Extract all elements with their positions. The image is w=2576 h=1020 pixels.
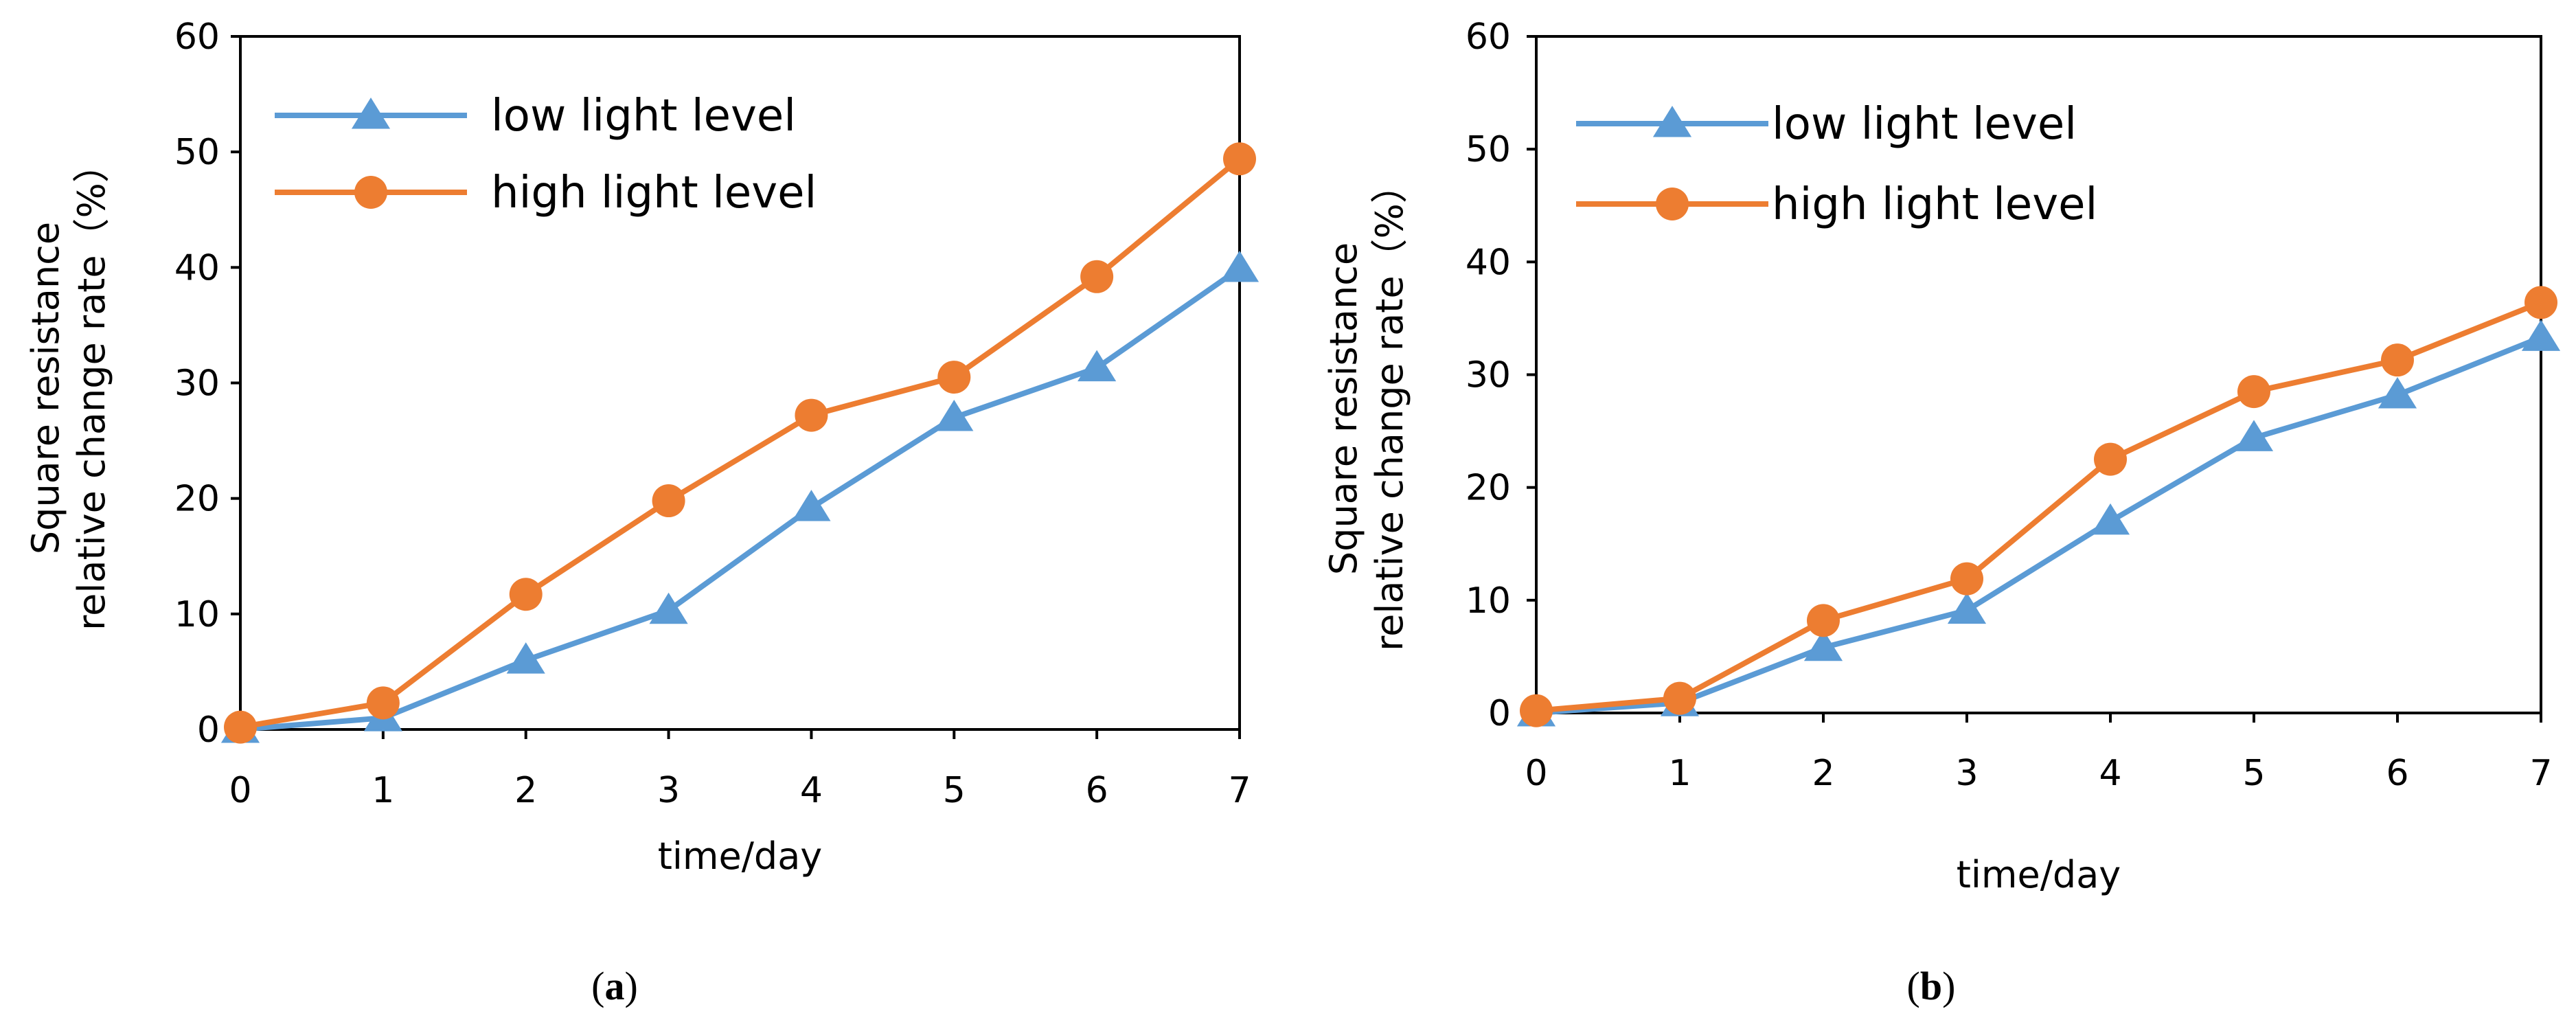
data-point-triangle	[2378, 377, 2417, 409]
data-point-circle	[1807, 604, 1840, 637]
panel-label-open: (	[591, 964, 604, 1008]
data-point-circle	[1950, 562, 1983, 596]
legend-marker-triangle	[351, 98, 391, 129]
data-point-circle	[1663, 681, 1696, 715]
x-tick-label: 4	[800, 770, 823, 811]
x-tick-label: 2	[1812, 753, 1834, 794]
data-point-triangle	[1078, 350, 1117, 382]
legend-marker-triangle	[1652, 106, 1692, 137]
data-point-circle	[937, 361, 971, 394]
panel-label-letter: a	[605, 964, 625, 1008]
data-point-circle	[652, 484, 685, 518]
data-point-circle	[366, 686, 400, 720]
y-axis-title: relative change rate（%）	[70, 146, 113, 631]
data-point-circle	[795, 398, 828, 432]
y-tick-label: 20	[1466, 468, 1511, 509]
x-tick-label: 4	[2099, 753, 2121, 794]
legend-label: low light level	[491, 91, 796, 141]
y-tick-label: 50	[174, 132, 220, 173]
series-line-triangle	[1536, 335, 2542, 716]
x-tick-label: 3	[657, 770, 680, 811]
y-tick-label: 0	[197, 710, 220, 751]
x-tick-label: 6	[2386, 753, 2408, 794]
x-tick-label: 5	[943, 770, 966, 811]
y-tick-label: 10	[174, 594, 220, 635]
y-tick-label: 40	[174, 247, 220, 288]
legend-marker-circle	[1656, 188, 1689, 220]
y-tick-label: 0	[1488, 693, 1511, 734]
panel-label-open: (	[1907, 964, 1920, 1008]
y-axis-title: Square resistance	[1322, 242, 1365, 575]
x-tick-label: 2	[514, 770, 537, 811]
y-axis-title: relative change rate（%）	[1368, 166, 1411, 651]
x-tick-label: 1	[372, 770, 394, 811]
y-tick-label: 20	[174, 479, 220, 520]
data-point-triangle	[2521, 319, 2561, 351]
legend-label: high light level	[1772, 179, 2097, 230]
x-tick-label: 5	[2242, 753, 2265, 794]
panel-label: (b)	[1907, 964, 1956, 1008]
data-point-triangle	[649, 592, 688, 624]
x-tick-label: 1	[1668, 753, 1691, 794]
x-tick-label: 0	[1525, 753, 1547, 794]
data-point-circle	[1080, 260, 1114, 293]
data-point-circle	[2237, 375, 2270, 409]
legend-marker-circle	[354, 176, 387, 209]
chart-panel-b: 0 10 20 30 40 50 60 0 1 2 3 4 5 6 7 time/day Square resi…	[1322, 16, 2561, 1008]
y-tick-label: 60	[174, 16, 220, 58]
series-line-circle	[1536, 299, 2542, 714]
panel-label-close: )	[625, 964, 638, 1008]
x-tick-label: 7	[1228, 770, 1251, 811]
data-point-circle	[224, 710, 257, 744]
data-point-triangle	[2234, 420, 2274, 451]
legend-label: low light level	[1772, 99, 2077, 150]
data-point-triangle	[1947, 592, 1987, 624]
panel-label: (a)	[591, 964, 638, 1008]
x-tick-label: 0	[229, 770, 251, 811]
data-point-triangle	[1220, 251, 1259, 282]
data-point-circle	[2094, 442, 2127, 476]
y-tick-label: 30	[1466, 355, 1511, 396]
data-point-triangle	[792, 490, 831, 521]
data-point-circle	[2524, 286, 2557, 319]
data-point-circle	[1520, 694, 1553, 727]
data-point-circle	[509, 578, 543, 611]
data-point-triangle	[935, 399, 974, 431]
x-axis-title: time/day	[1957, 853, 2121, 896]
legend-label: high light level	[491, 168, 817, 218]
x-axis-title: time/day	[658, 835, 823, 878]
series-line-circle	[240, 157, 1242, 730]
y-tick-label: 10	[1466, 580, 1511, 622]
x-tick-label: 6	[1086, 770, 1108, 811]
data-point-circle	[2381, 343, 2414, 377]
x-tick-label: 7	[2529, 753, 2552, 794]
y-tick-label: 50	[1466, 129, 1511, 170]
chart-panel-a: 0 10 20 30 40 50 60 0 1 2 3 4 5 6 7 time/day Square resi…	[24, 16, 1259, 1008]
y-tick-label: 40	[1466, 242, 1511, 283]
series-line-triangle	[240, 266, 1242, 732]
x-tick-label: 3	[1955, 753, 1978, 794]
panel-label-close: )	[1942, 964, 1955, 1008]
data-point-circle	[1223, 142, 1256, 176]
panel-label-letter: b	[1920, 964, 1942, 1008]
y-tick-label: 30	[174, 363, 220, 405]
data-point-triangle	[1803, 629, 1843, 661]
data-point-triangle	[506, 642, 545, 674]
data-point-triangle	[2090, 503, 2130, 535]
y-tick-label: 60	[1466, 16, 1511, 58]
y-axis-title: Square resistance	[24, 222, 67, 554]
